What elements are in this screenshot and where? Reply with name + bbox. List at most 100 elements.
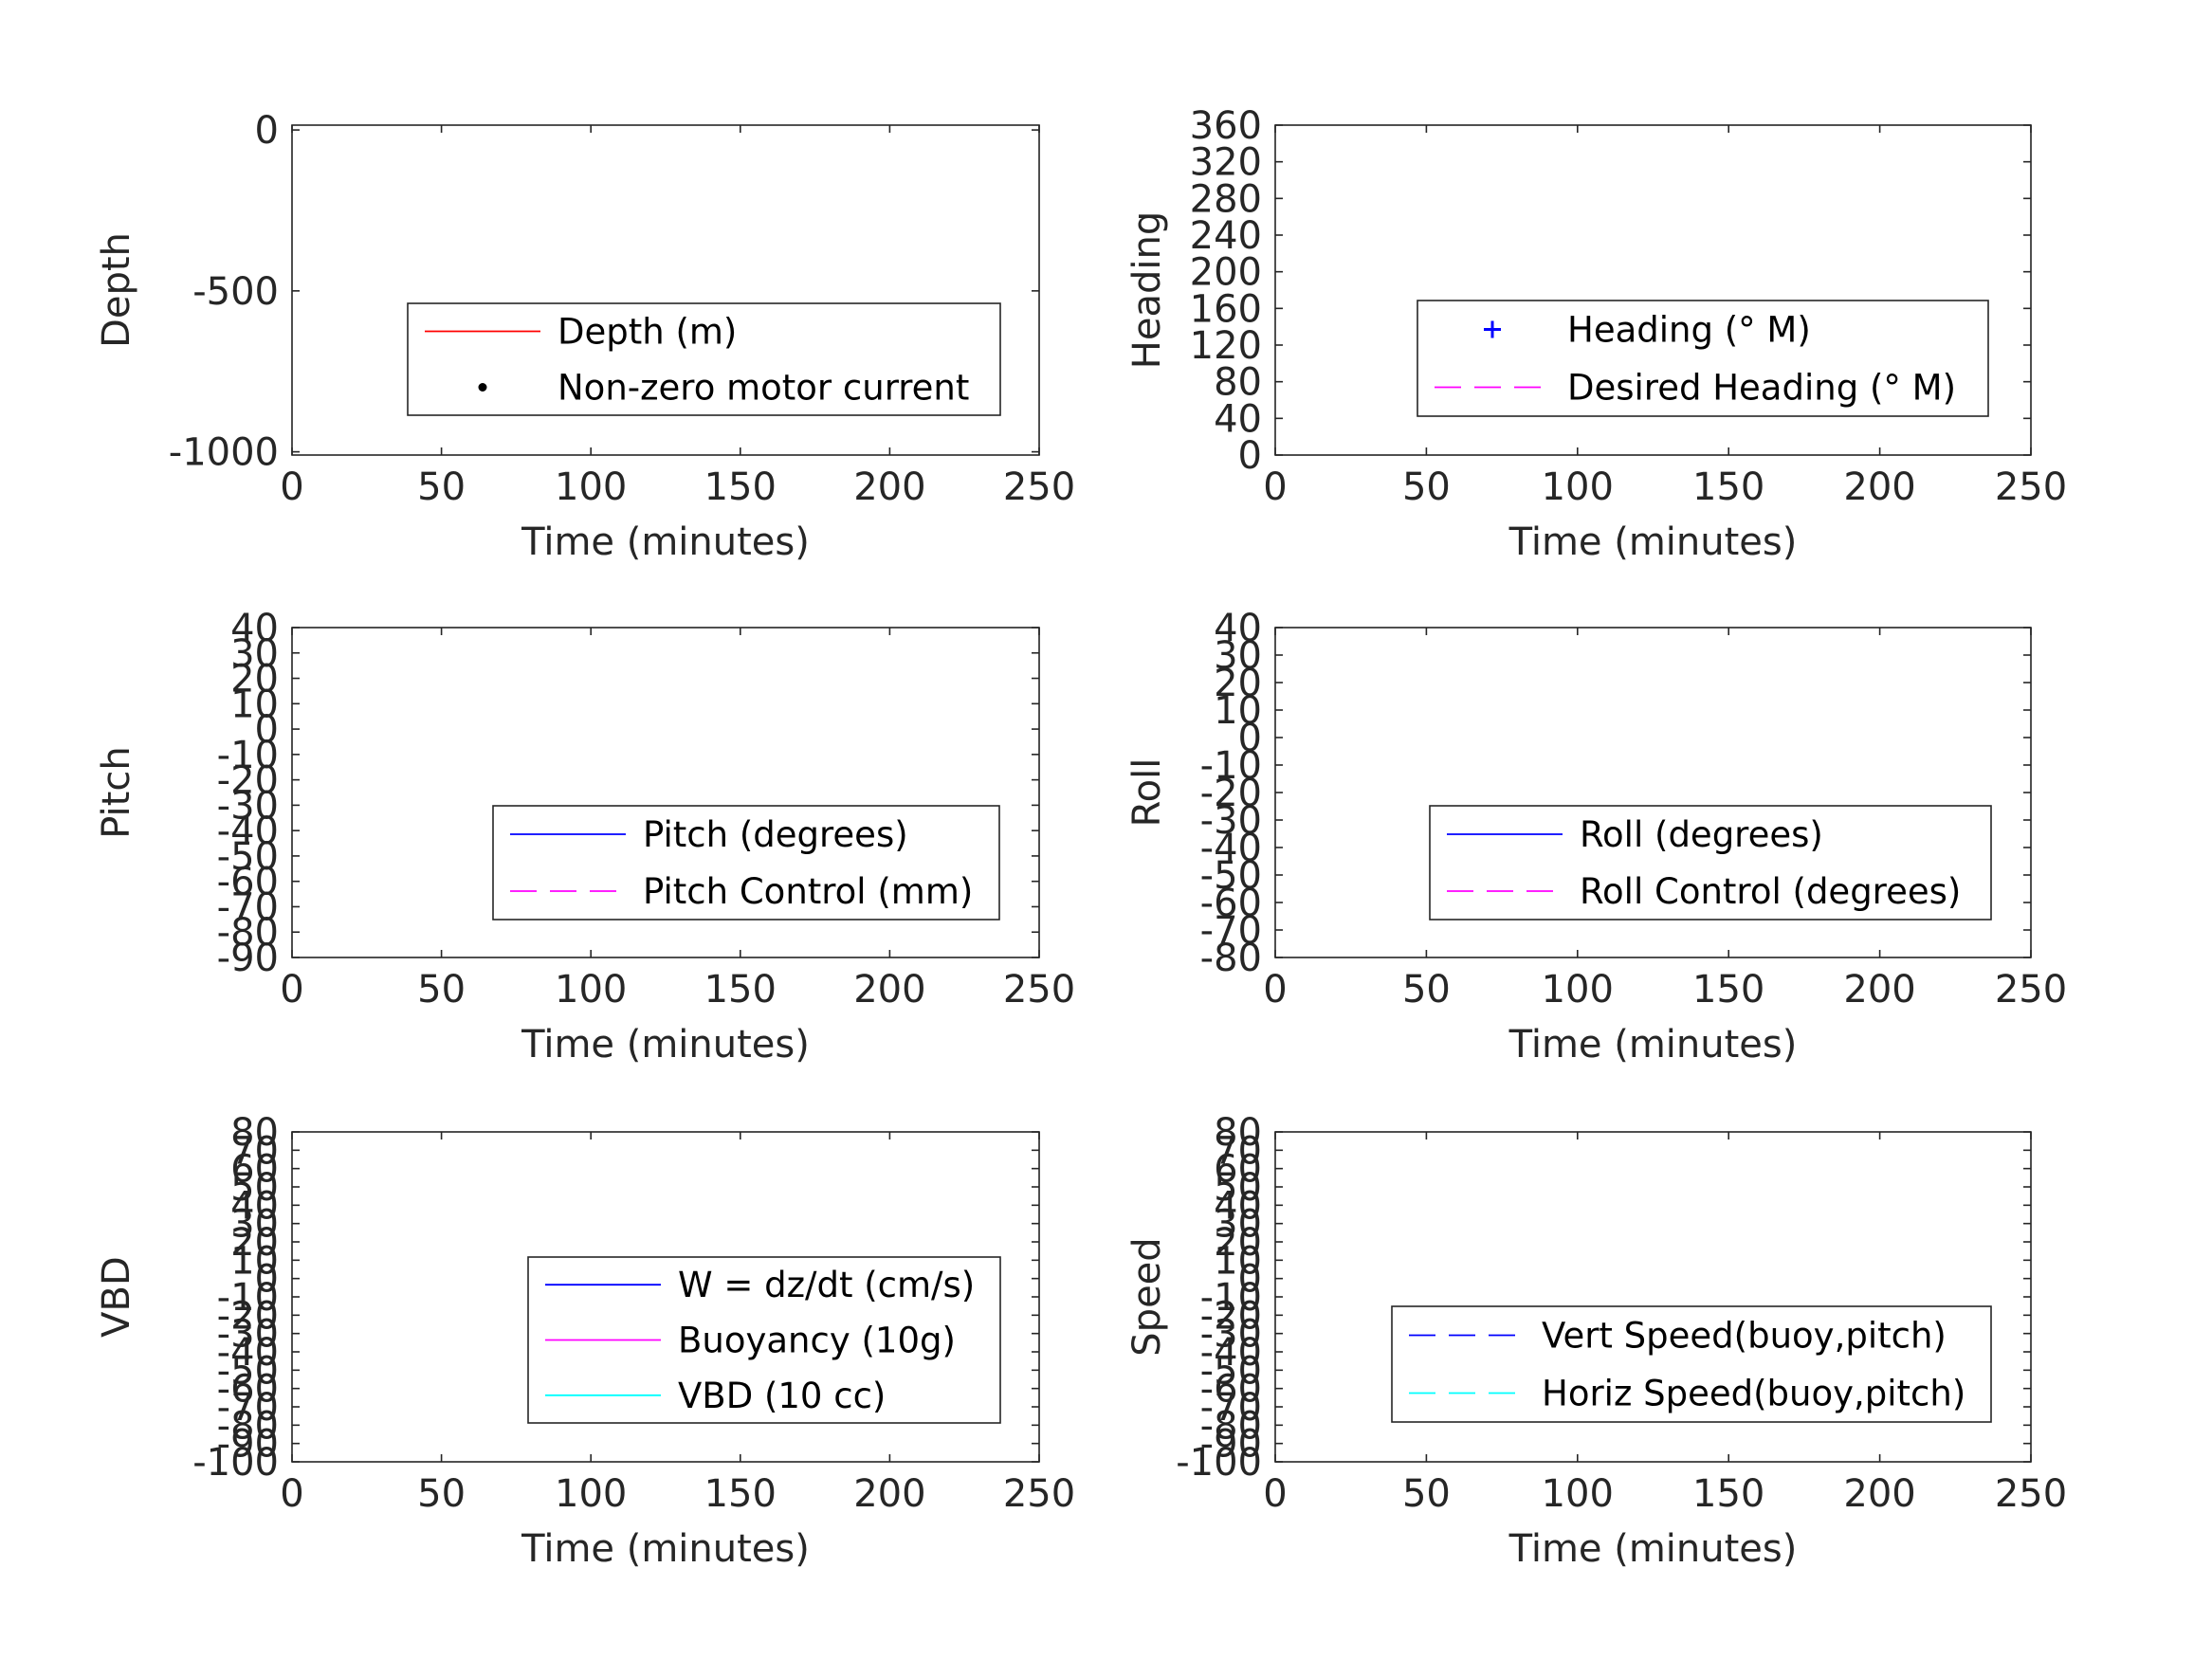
pitch-ytick-label: 0 — [255, 708, 279, 752]
depth-ylabel: Depth — [95, 232, 138, 348]
speed-legend-label: Vert Speed(buoy,pitch) — [1542, 1316, 1947, 1357]
depth-xtick-label: 50 — [417, 465, 466, 509]
speed-ytick-label: 30 — [1214, 1203, 1262, 1247]
depth-xtick-label: 150 — [704, 465, 777, 509]
depth-xtick-label: 100 — [555, 465, 627, 509]
pitch-ytick-label: -70 — [217, 885, 279, 929]
vbd-ytick-label: 0 — [255, 1258, 279, 1302]
speed-ytick-label: 60 — [1214, 1148, 1262, 1192]
roll-legend: Roll (degrees) Roll Control (degrees) — [1429, 805, 1992, 921]
heading-legend-label: Desired Heading (° M) — [1567, 368, 1956, 409]
speed-ytick-label: -100 — [1176, 1441, 1262, 1485]
vbd-ytick-label: -20 — [217, 1294, 279, 1338]
depth-legend-label: Depth (m) — [558, 312, 737, 353]
pitch-ylabel: Pitch — [95, 746, 138, 838]
vbd-ytick-label: -40 — [217, 1331, 279, 1375]
vbd-xtick-label: 200 — [853, 1472, 925, 1516]
vbd-xtick-label: 250 — [1003, 1472, 1075, 1516]
speed-ytick-label: -20 — [1200, 1294, 1262, 1338]
vbd-ytick-label: 80 — [230, 1111, 279, 1155]
depth-legend-label: Non-zero motor current — [558, 368, 969, 409]
pitch-ytick-label: 30 — [230, 632, 279, 676]
roll-legend-box — [1429, 805, 1992, 921]
vbd-ytick-label: -90 — [217, 1423, 279, 1467]
vbd-ytick-label: 40 — [230, 1184, 279, 1228]
pitch-ytick-label: -20 — [217, 759, 279, 803]
speed-ytick-label: -30 — [1200, 1313, 1262, 1357]
speed-ytick-label: 70 — [1214, 1129, 1262, 1173]
heading-xtick-label: 100 — [1542, 465, 1614, 509]
pitch-xtick-label: 50 — [417, 968, 466, 1012]
roll-ytick-label: -20 — [1200, 772, 1262, 815]
depth-xtick-label: 200 — [853, 465, 925, 509]
roll-xtick-label: 50 — [1402, 968, 1451, 1012]
depth-ytick-label: -1000 — [169, 431, 279, 475]
pitch-xlabel: Time (minutes) — [521, 1023, 810, 1066]
speed-ytick-label: -80 — [1200, 1404, 1262, 1448]
roll-ytick-label: 10 — [1214, 689, 1262, 733]
vbd-legend-label: VBD (10 cc) — [678, 1376, 886, 1416]
vbd-xtick-label: 0 — [280, 1472, 303, 1516]
heading-ytick-label: 160 — [1190, 287, 1262, 331]
roll-ytick-label: -10 — [1200, 744, 1262, 788]
roll-ytick-label: -50 — [1200, 854, 1262, 898]
heading-legend: Heading (° M) Desired Heading (° M) — [1417, 300, 1989, 417]
roll-xtick-label: 200 — [1843, 968, 1915, 1012]
vbd-xtick-label: 50 — [417, 1472, 466, 1516]
speed-ytick-label: 0 — [1238, 1258, 1262, 1302]
roll-xtick-label: 150 — [1692, 968, 1764, 1012]
pitch-ytick-label: 10 — [230, 683, 279, 726]
depth-legend-box — [407, 302, 1001, 416]
heading-ytick-label: 0 — [1238, 434, 1262, 478]
pitch-xtick-label: 250 — [1003, 968, 1075, 1012]
speed-ytick-label: 40 — [1214, 1184, 1262, 1228]
roll-ytick-label: -70 — [1200, 909, 1262, 953]
heading-ytick-label: 240 — [1190, 214, 1262, 258]
roll-ytick-label: -40 — [1200, 827, 1262, 870]
roll-ytick-label: 30 — [1214, 634, 1262, 678]
heading-legend-box — [1417, 300, 1989, 417]
heading-ytick-label: 200 — [1190, 251, 1262, 295]
heading-xtick-label: 0 — [1263, 465, 1287, 509]
vbd-ytick-label: -30 — [217, 1313, 279, 1357]
pitch-xtick-label: 200 — [853, 968, 925, 1012]
vbd-ytick-label: 20 — [230, 1221, 279, 1265]
chart-depth: 0 50 100 150 200 250 0 -500 -1000 Time (minutes) D… — [95, 109, 1075, 564]
speed-xlabel: Time (minutes) — [1508, 1527, 1798, 1571]
heading-ytick-label: 80 — [1214, 361, 1262, 405]
chart-roll: 0 50 100 150 200 250-80-70-60-50-40-30-20-100… — [1125, 607, 2067, 1066]
heading-xtick-label: 200 — [1843, 465, 1915, 509]
vbd-ytick-label: 70 — [230, 1129, 279, 1173]
roll-ytick-label: -30 — [1200, 799, 1262, 843]
pitch-xtick-label: 0 — [280, 968, 303, 1012]
speed-ytick-label: -70 — [1200, 1386, 1262, 1430]
vbd-ytick-label: -80 — [217, 1404, 279, 1448]
vbd-ytick-label: 30 — [230, 1203, 279, 1247]
speed-ytick-label: -50 — [1200, 1349, 1262, 1393]
heading-ytick-label: 320 — [1190, 141, 1262, 185]
speed-ylabel: Speed — [1125, 1237, 1169, 1356]
speed-xtick-label: 50 — [1402, 1472, 1451, 1516]
heading-ytick-label: 360 — [1190, 104, 1262, 148]
depth-xtick-label: 250 — [1003, 465, 1075, 509]
vbd-ytick-label: -60 — [217, 1368, 279, 1412]
speed-xtick-label: 150 — [1692, 1472, 1764, 1516]
roll-xtick-label: 250 — [1995, 968, 2067, 1012]
pitch-legend-label: Pitch Control (mm) — [643, 871, 973, 912]
heading-xtick-label: 250 — [1995, 465, 2067, 509]
pitch-xtick-label: 100 — [555, 968, 627, 1012]
vbd-ytick-label: 50 — [230, 1166, 279, 1210]
vbd-ytick-label: 10 — [230, 1239, 279, 1283]
chart-heading: 0 50 100 150 200 2500408012016020024028032036… — [1125, 104, 2067, 564]
pitch-ytick-label: -90 — [217, 937, 279, 980]
vbd-ytick-label: -50 — [217, 1349, 279, 1393]
heading-ytick-label: 40 — [1214, 397, 1262, 441]
roll-ytick-label: 0 — [1238, 717, 1262, 760]
speed-ytick-label: 20 — [1214, 1221, 1262, 1265]
speed-ytick-label: 80 — [1214, 1111, 1262, 1155]
heading-legend-label: Heading (° M) — [1567, 310, 1811, 351]
roll-xlabel: Time (minutes) — [1508, 1023, 1798, 1066]
speed-legend: Vert Speed(buoy,pitch) Horiz Speed(buoy,p… — [1391, 1305, 1992, 1423]
depth-ytick-label: -500 — [192, 270, 279, 314]
